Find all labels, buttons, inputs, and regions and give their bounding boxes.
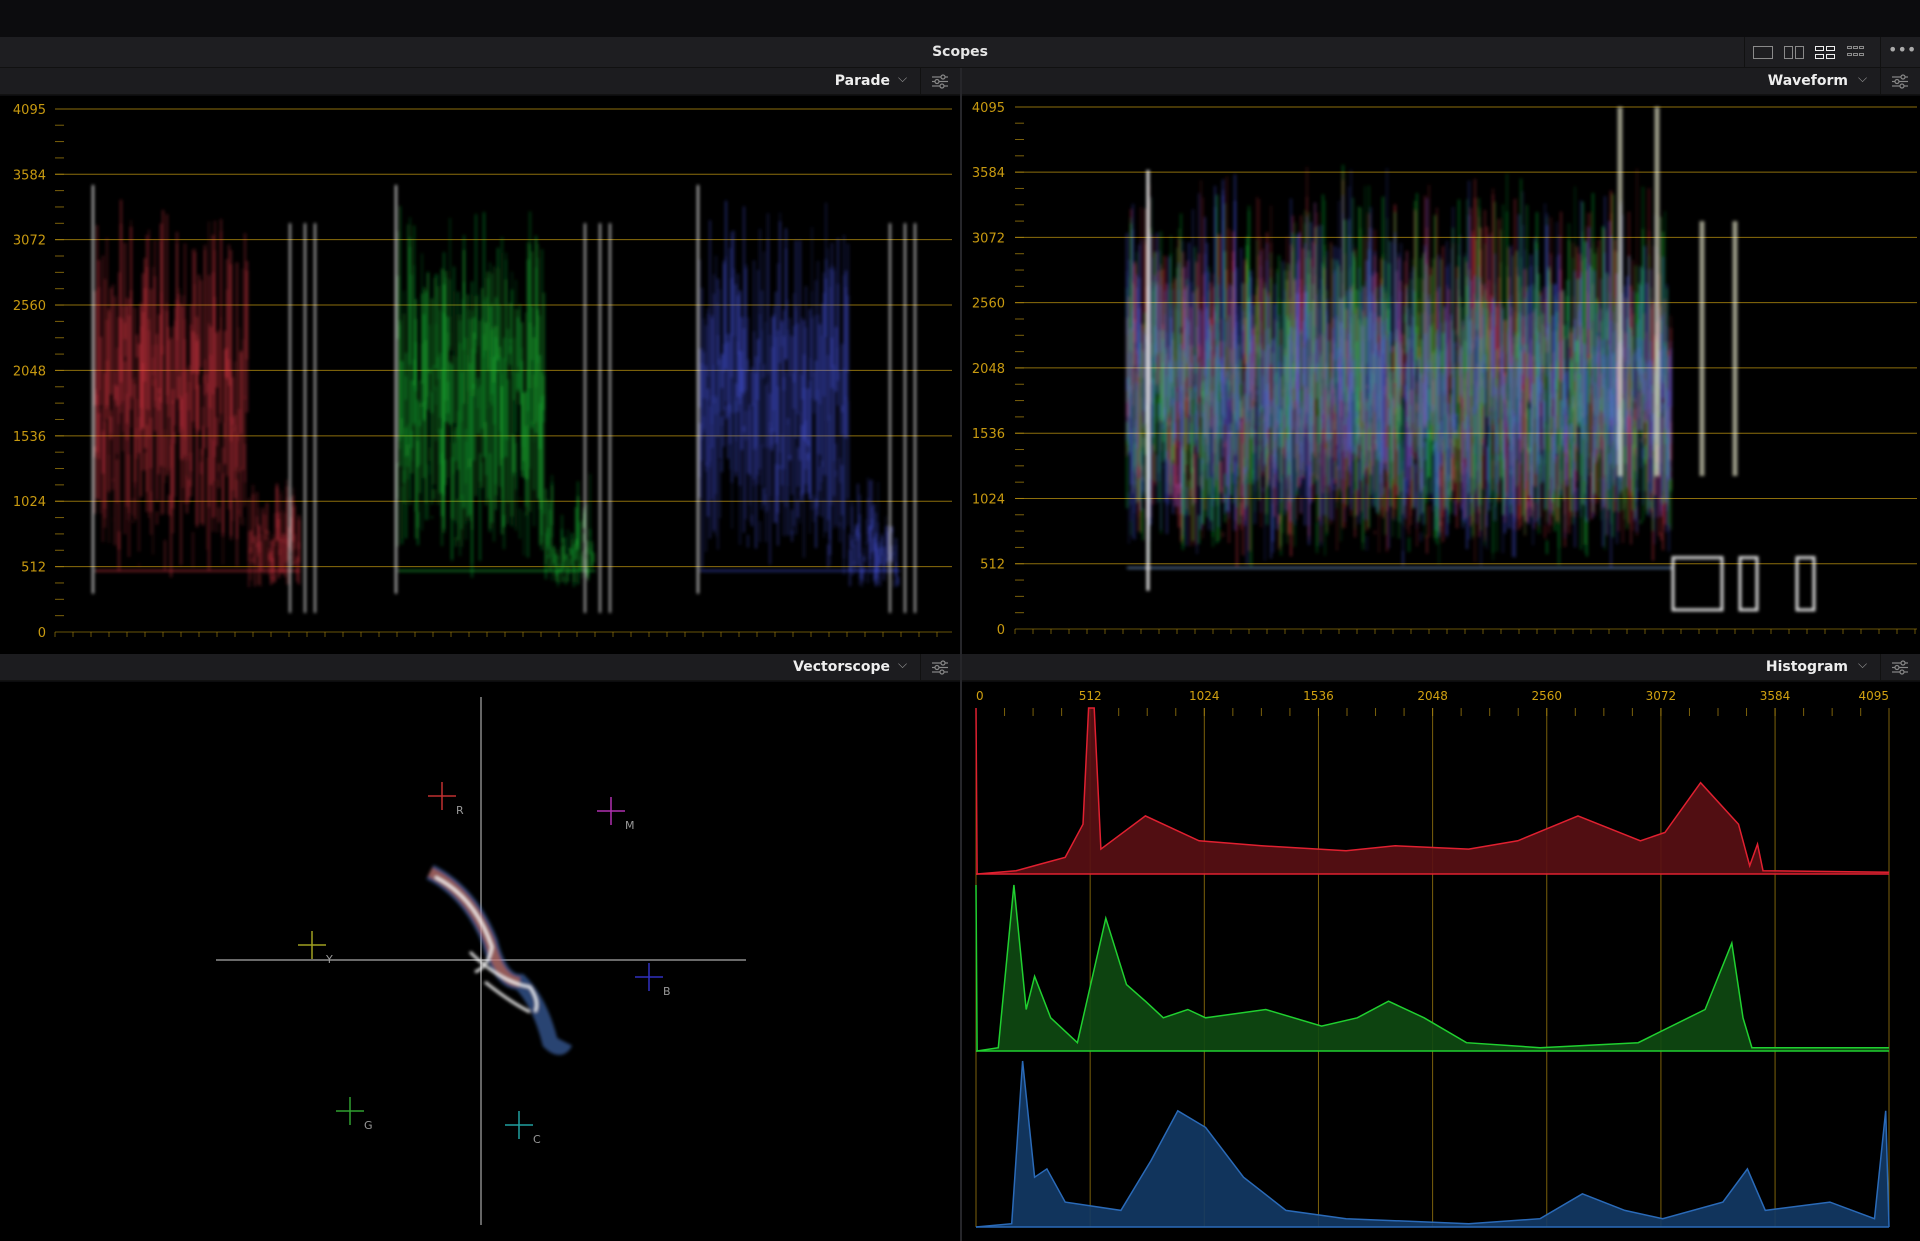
parade-axis-label: 2048 [13, 364, 46, 379]
parade-axis-label: 1536 [13, 430, 46, 445]
waveform-axis-label: 512 [980, 558, 1005, 573]
histogram-axis-label: 3072 [1646, 689, 1677, 703]
parade-header: Parade ⌵ [0, 68, 960, 95]
histogram-green-area [976, 885, 1889, 1051]
waveform-scope: 4095 3584 3072 2560 2048 1536 1024 512 0 [962, 96, 1920, 654]
histogram-axis-label: 2048 [1417, 689, 1448, 703]
histogram-settings-sliders-icon[interactable] [1891, 660, 1909, 675]
waveform-settings-sliders-icon[interactable] [1891, 74, 1909, 89]
waveform-spike-outline [1738, 556, 1759, 612]
scopes-title-bar: Scopes ••• [0, 37, 1920, 68]
histogram-blue-curve [975, 1060, 1890, 1228]
parade-axis-label: 2560 [13, 299, 46, 314]
histogram-axis-label: 4095 [1858, 689, 1889, 703]
waveform-spike-outline [1671, 556, 1724, 612]
waveform-axis-label: 1536 [972, 427, 1005, 442]
histogram-axis-label: 0 [976, 689, 984, 703]
vectorscope-settings-sliders-icon[interactable] [931, 660, 949, 675]
waveform-axis-label: 3072 [972, 231, 1005, 246]
histogram-axis-label: 3584 [1760, 689, 1791, 703]
parade-channel-trace [697, 184, 916, 613]
waveform-header: Waveform ⌵ [962, 68, 1920, 95]
quad-view-icon[interactable] [1815, 46, 1835, 59]
chevron-down-icon[interactable]: ⌵ [898, 657, 908, 671]
vectorscope-target-label: G [364, 1119, 373, 1132]
vectorscope-mode-dropdown[interactable]: Vectorscope [793, 659, 890, 675]
vectorscope-trace-core [434, 875, 539, 1014]
histogram-red-curve [975, 707, 1890, 875]
parade-axis-label: 0 [38, 626, 46, 641]
vectorscope: R M Y B G C [0, 682, 960, 1241]
histogram-axis-label: 1024 [1189, 689, 1220, 703]
histogram-axis-label: 2560 [1531, 689, 1562, 703]
parade-axis-label: 4095 [13, 103, 46, 118]
histogram-header: Histogram ⌵ [962, 654, 1920, 681]
waveform-trace [1126, 107, 1816, 612]
waveform-spike-outline [1795, 556, 1816, 612]
histogram-red-area [976, 708, 1889, 874]
single-view-icon[interactable] [1753, 46, 1773, 59]
waveform-axis-label: 0 [997, 623, 1005, 638]
parade-channel-trace [92, 184, 316, 613]
parade-axis-label: 3072 [13, 234, 46, 249]
histogram-mode-dropdown[interactable]: Histogram [1765, 659, 1848, 675]
histogram-blue-area [976, 1061, 1889, 1227]
chevron-down-icon[interactable]: ⌵ [1858, 657, 1868, 671]
parade-axis-label: 3584 [13, 168, 46, 183]
vectorscope-trace [426, 864, 573, 1055]
vectorscope-target-label: C [533, 1133, 541, 1146]
vectorscope-target-label: M [625, 819, 635, 832]
parade-axis-label: 1024 [13, 495, 46, 510]
waveform-axis-label: 3584 [972, 166, 1005, 181]
waveform-axis-label: 2560 [972, 297, 1005, 312]
parade-axis-label: 512 [21, 561, 46, 576]
chevron-down-icon[interactable]: ⌵ [1858, 71, 1868, 85]
parade-mode-dropdown[interactable]: Parade [834, 73, 890, 89]
chevron-down-icon[interactable]: ⌵ [898, 71, 908, 85]
histogram-axis-label: 512 [1079, 689, 1102, 703]
histogram-green-curve [975, 884, 1889, 1052]
vectorscope-header: Vectorscope ⌵ [0, 654, 960, 681]
window-title: Scopes [932, 44, 988, 60]
parade-channel-trace [395, 184, 611, 613]
histogram-axis-label: 1536 [1303, 689, 1334, 703]
waveform-axis-label: 1024 [972, 492, 1005, 507]
grid-view-icon[interactable] [1847, 46, 1867, 59]
parade-settings-sliders-icon[interactable] [931, 74, 949, 89]
waveform-axis-label: 2048 [972, 362, 1005, 377]
parade-scope: 4095 3584 3072 2560 2048 1536 1024 512 0 [0, 96, 960, 654]
vectorscope-target-label: Y [325, 953, 333, 966]
vectorscope-target-label: B [663, 985, 671, 998]
more-options-icon[interactable]: ••• [1888, 40, 1917, 59]
dual-view-icon[interactable] [1784, 46, 1804, 59]
vectorscope-target-label: R [456, 804, 464, 817]
histogram-scope: 0 512 1024 1536 2048 2560 3072 3584 4095 [962, 682, 1920, 1241]
waveform-mode-dropdown[interactable]: Waveform [1767, 73, 1848, 89]
waveform-axis-label: 4095 [972, 101, 1005, 116]
